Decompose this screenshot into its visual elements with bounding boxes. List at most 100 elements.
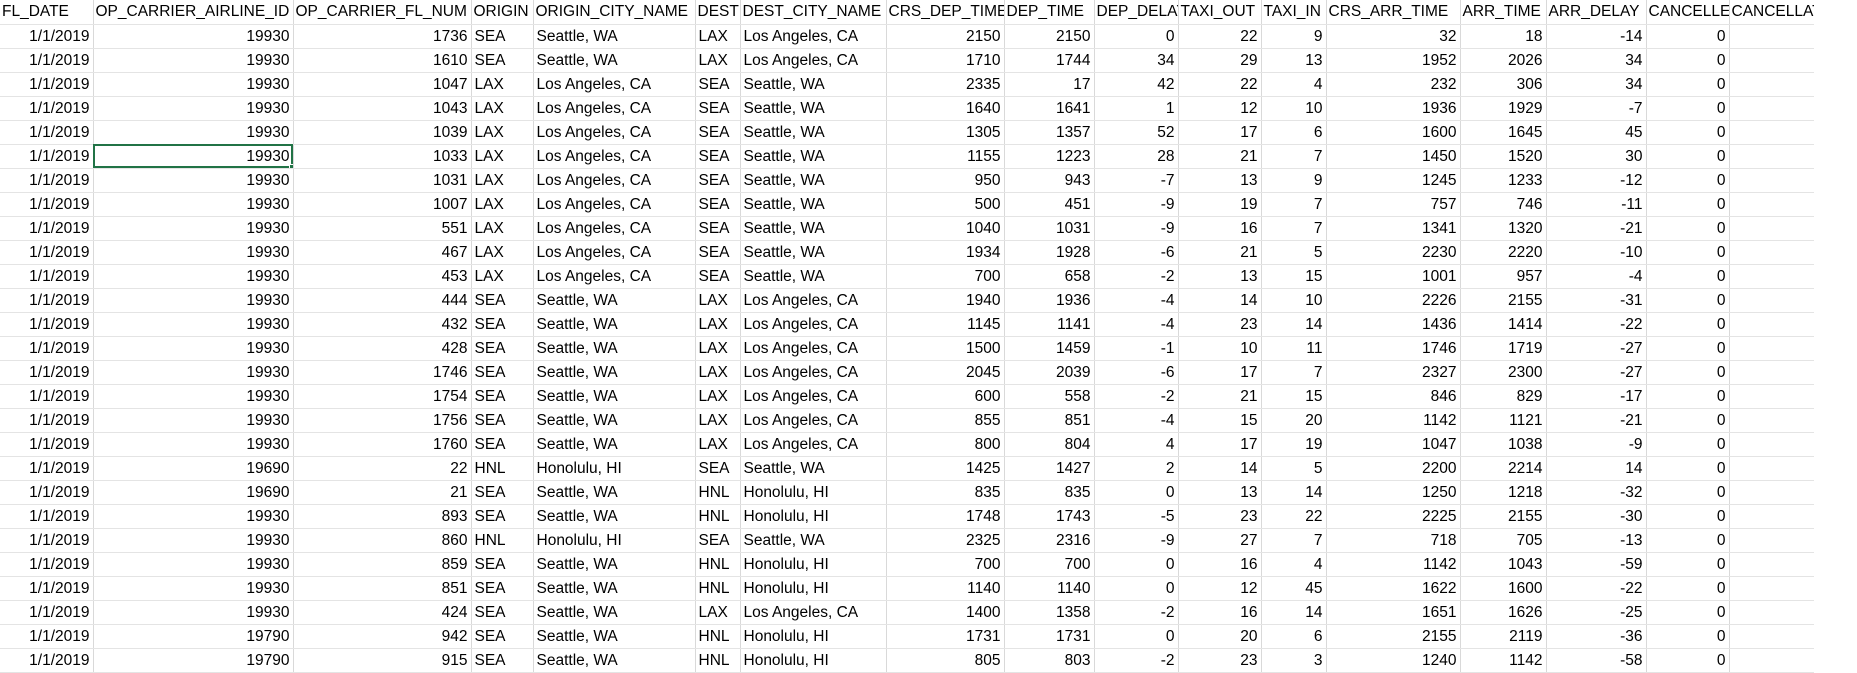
cell-origin[interactable]: SEA xyxy=(471,24,534,49)
column-header-taxi-in[interactable]: TAXI_IN xyxy=(1261,0,1327,25)
cell-origin-city-name[interactable]: Seattle, WA xyxy=(533,360,696,385)
cell-taxi-out[interactable]: 13 xyxy=(1178,264,1262,289)
cell-taxi-in[interactable]: 7 xyxy=(1261,528,1327,553)
cell-crs-arr-time[interactable]: 1450 xyxy=(1326,144,1461,169)
cell-taxi-out[interactable]: 16 xyxy=(1178,216,1262,241)
cell-crs-dep-time[interactable]: 805 xyxy=(886,648,1005,673)
cell-dest[interactable]: LAX xyxy=(695,360,741,385)
cell-taxi-in[interactable]: 7 xyxy=(1261,144,1327,169)
cell-taxi-out[interactable]: 21 xyxy=(1178,384,1262,409)
cell-taxi-in[interactable]: 10 xyxy=(1261,288,1327,313)
cell-fl-date[interactable]: 1/1/2019 xyxy=(0,384,94,409)
cell-taxi-out[interactable]: 23 xyxy=(1178,504,1262,529)
cell-op-carrier-fl-num[interactable]: 428 xyxy=(293,336,472,361)
cell-dest[interactable]: SEA xyxy=(695,216,741,241)
cell-dest-city-name[interactable]: Seattle, WA xyxy=(740,144,887,169)
cell-cancellation[interactable] xyxy=(1729,72,1814,97)
cell-crs-arr-time[interactable]: 1600 xyxy=(1326,120,1461,145)
column-header-dep-time[interactable]: DEP_TIME xyxy=(1004,0,1095,25)
cell-cancelled[interactable]: 0 xyxy=(1646,216,1730,241)
cell-origin-city-name[interactable]: Seattle, WA xyxy=(533,384,696,409)
cell-op-carrier-fl-num[interactable]: 467 xyxy=(293,240,472,265)
cell-op-carrier-airline-id[interactable]: 19790 xyxy=(93,648,294,673)
cell-cancellation[interactable] xyxy=(1729,48,1814,73)
cell-arr-delay[interactable]: -36 xyxy=(1546,624,1647,649)
cell-dep-delay[interactable]: -2 xyxy=(1094,648,1179,673)
cell-arr-delay[interactable]: 30 xyxy=(1546,144,1647,169)
cell-cancelled[interactable]: 0 xyxy=(1646,288,1730,313)
cell-crs-arr-time[interactable]: 1142 xyxy=(1326,552,1461,577)
cell-arr-time[interactable]: 746 xyxy=(1460,192,1547,217)
cell-arr-time[interactable]: 306 xyxy=(1460,72,1547,97)
cell-origin-city-name[interactable]: Seattle, WA xyxy=(533,624,696,649)
cell-dep-time[interactable]: 558 xyxy=(1004,384,1095,409)
cell-dep-time[interactable]: 1928 xyxy=(1004,240,1095,265)
cell-taxi-out[interactable]: 17 xyxy=(1178,432,1262,457)
column-header-dest-city-name[interactable]: DEST_CITY_NAME xyxy=(740,0,887,25)
cell-fl-date[interactable]: 1/1/2019 xyxy=(0,456,94,481)
cell-op-carrier-airline-id[interactable]: 19930 xyxy=(93,48,294,73)
cell-cancelled[interactable]: 0 xyxy=(1646,312,1730,337)
cell-op-carrier-fl-num[interactable]: 21 xyxy=(293,480,472,505)
cell-origin[interactable]: SEA xyxy=(471,288,534,313)
cell-dep-time[interactable]: 803 xyxy=(1004,648,1095,673)
cell-crs-dep-time[interactable]: 1400 xyxy=(886,600,1005,625)
cell-crs-dep-time[interactable]: 1145 xyxy=(886,312,1005,337)
cell-origin[interactable]: SEA xyxy=(471,600,534,625)
cell-cancelled[interactable]: 0 xyxy=(1646,432,1730,457)
cell-crs-dep-time[interactable]: 1155 xyxy=(886,144,1005,169)
cell-crs-dep-time[interactable]: 835 xyxy=(886,480,1005,505)
cell-arr-delay[interactable]: -17 xyxy=(1546,384,1647,409)
cell-dep-time[interactable]: 1744 xyxy=(1004,48,1095,73)
cell-dep-time[interactable]: 851 xyxy=(1004,408,1095,433)
cell-cancelled[interactable]: 0 xyxy=(1646,600,1730,625)
cell-cancellation[interactable] xyxy=(1729,240,1814,265)
cell-taxi-out[interactable]: 13 xyxy=(1178,168,1262,193)
cell-cancellation[interactable] xyxy=(1729,552,1814,577)
cell-op-carrier-fl-num[interactable]: 942 xyxy=(293,624,472,649)
cell-dest[interactable]: SEA xyxy=(695,192,741,217)
cell-dep-delay[interactable]: -7 xyxy=(1094,168,1179,193)
cell-taxi-in[interactable]: 6 xyxy=(1261,624,1327,649)
cell-dest[interactable]: LAX xyxy=(695,384,741,409)
cell-origin[interactable]: SEA xyxy=(471,336,534,361)
cell-crs-arr-time[interactable]: 1936 xyxy=(1326,96,1461,121)
cell-dep-time[interactable]: 1140 xyxy=(1004,576,1095,601)
cell-taxi-out[interactable]: 12 xyxy=(1178,96,1262,121)
cell-arr-delay[interactable]: -59 xyxy=(1546,552,1647,577)
cell-arr-time[interactable]: 2155 xyxy=(1460,504,1547,529)
cell-arr-time[interactable]: 1520 xyxy=(1460,144,1547,169)
cell-dest-city-name[interactable]: Seattle, WA xyxy=(740,216,887,241)
cell-fl-date[interactable]: 1/1/2019 xyxy=(0,360,94,385)
cell-dep-delay[interactable]: 52 xyxy=(1094,120,1179,145)
cell-dest-city-name[interactable]: Los Angeles, CA xyxy=(740,600,887,625)
cell-taxi-in[interactable]: 11 xyxy=(1261,336,1327,361)
cell-dep-delay[interactable]: 34 xyxy=(1094,48,1179,73)
cell-origin-city-name[interactable]: Seattle, WA xyxy=(533,24,696,49)
cell-fl-date[interactable]: 1/1/2019 xyxy=(0,192,94,217)
cell-arr-delay[interactable]: -21 xyxy=(1546,408,1647,433)
column-header-cancellation[interactable]: CANCELLATION xyxy=(1729,0,1814,25)
cell-op-carrier-fl-num[interactable]: 1746 xyxy=(293,360,472,385)
cell-taxi-in[interactable]: 5 xyxy=(1261,240,1327,265)
cell-dest-city-name[interactable]: Honolulu, HI xyxy=(740,552,887,577)
cell-dest-city-name[interactable]: Honolulu, HI xyxy=(740,648,887,673)
cell-dep-delay[interactable]: -9 xyxy=(1094,216,1179,241)
cell-op-carrier-airline-id[interactable]: 19930 xyxy=(93,432,294,457)
cell-cancellation[interactable] xyxy=(1729,96,1814,121)
cell-cancelled[interactable]: 0 xyxy=(1646,120,1730,145)
cell-cancellation[interactable] xyxy=(1729,648,1814,673)
cell-dep-time[interactable]: 1743 xyxy=(1004,504,1095,529)
cell-cancellation[interactable] xyxy=(1729,168,1814,193)
cell-crs-dep-time[interactable]: 2045 xyxy=(886,360,1005,385)
cell-origin-city-name[interactable]: Seattle, WA xyxy=(533,576,696,601)
cell-fl-date[interactable]: 1/1/2019 xyxy=(0,144,94,169)
cell-taxi-in[interactable]: 14 xyxy=(1261,600,1327,625)
cell-dest[interactable]: HNL xyxy=(695,480,741,505)
cell-dest[interactable]: LAX xyxy=(695,312,741,337)
cell-dep-time[interactable]: 1459 xyxy=(1004,336,1095,361)
cell-origin[interactable]: LAX xyxy=(471,240,534,265)
cell-op-carrier-fl-num[interactable]: 432 xyxy=(293,312,472,337)
cell-arr-delay[interactable]: -27 xyxy=(1546,360,1647,385)
cell-arr-delay[interactable]: -21 xyxy=(1546,216,1647,241)
